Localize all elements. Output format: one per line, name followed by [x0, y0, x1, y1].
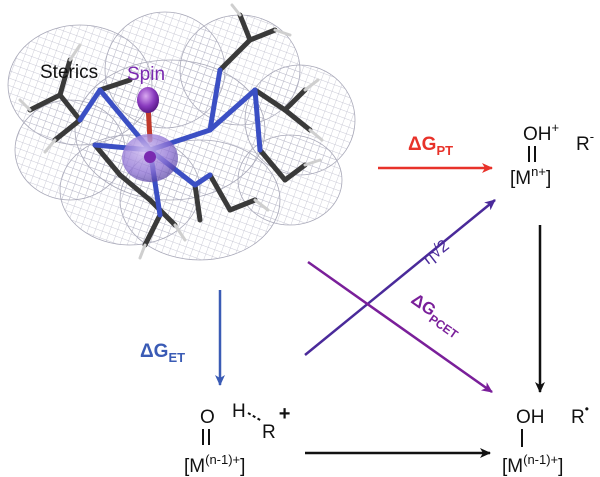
r-cation: R+ — [262, 403, 290, 443]
molecule-bonds — [18, 3, 324, 260]
et-label: ΔGET — [140, 341, 185, 365]
r-radical: R• — [571, 402, 589, 428]
oh-plus: OH+ — [523, 120, 559, 145]
pcet-label: ΔGPCET — [405, 290, 466, 342]
spin-density — [122, 87, 178, 182]
metal-n-plus: [Mn+] — [510, 164, 551, 189]
species-top-right: OH+ R- [Mn+] — [510, 120, 594, 189]
pcet-arrow — [307, 260, 493, 394]
hydroxo-oh: OH — [516, 407, 545, 428]
h-r-dashed-bond — [247, 412, 263, 422]
sterics-label: Sterics — [40, 62, 98, 83]
species-bottom-right: OH R• [M(n-1)+] — [502, 402, 589, 477]
eta-arrow — [304, 199, 496, 356]
spin-label: Spin — [127, 64, 165, 85]
arrows — [215, 163, 545, 458]
h-atom: H — [232, 401, 246, 422]
oxo-o: O — [200, 407, 215, 428]
metal-n-minus-1: [M(n-1)+] — [502, 452, 563, 477]
species-bottom-left: O H R+ [M(n-1)+] — [184, 401, 290, 477]
r-minus: R- — [576, 129, 594, 155]
pt-label: ΔGPT — [408, 134, 453, 158]
eta-label: η√2 — [419, 236, 453, 268]
molecule-render: Sterics Spin — [7, 3, 356, 261]
metal-n-minus-1: [M(n-1)+] — [184, 452, 245, 477]
